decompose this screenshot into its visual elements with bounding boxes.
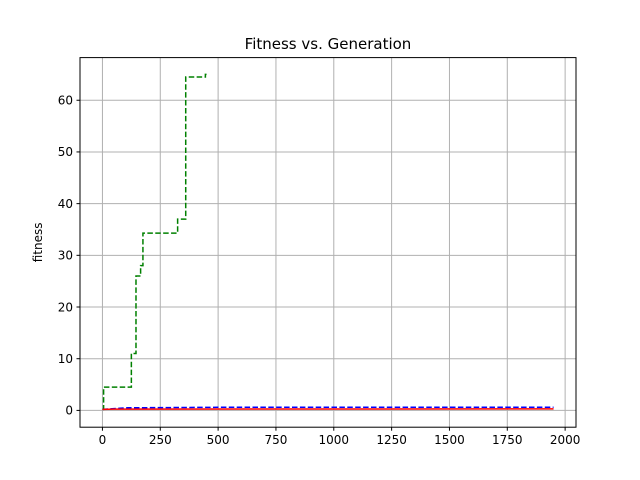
y-tick-label: 60: [58, 94, 73, 108]
x-tick-label: 1000: [319, 433, 350, 447]
x-tick-label: 1250: [376, 433, 407, 447]
series-line-1: [102, 73, 207, 411]
series-layer: [102, 73, 554, 411]
x-tick-label: 0: [99, 433, 107, 447]
axis-ticks: 0 250 500 750 1000 1250 1500 1750 2000 0 10 20 30 40 5…: [58, 94, 581, 448]
x-tick-label: 2000: [550, 433, 581, 447]
plot-area-frame: [79, 57, 577, 428]
x-tick-label: 500: [207, 433, 230, 447]
x-tick-label: 1500: [434, 433, 465, 447]
y-tick-label: 30: [58, 249, 73, 263]
chart-title: Fitness vs. Generation: [245, 35, 412, 53]
series-line-3: [102, 408, 554, 411]
x-tick-label: 250: [149, 433, 172, 447]
x-tick-label: 750: [264, 433, 287, 447]
y-axis-label: fitness: [31, 223, 45, 263]
y-tick-label: 20: [58, 300, 73, 314]
y-tick-label: 40: [58, 197, 73, 211]
y-tick-label: 10: [58, 352, 73, 366]
grid-lines: [80, 57, 576, 428]
y-tick-label: 0: [65, 404, 73, 418]
y-tick-label: 50: [58, 145, 73, 159]
x-tick-label: 1750: [492, 433, 523, 447]
